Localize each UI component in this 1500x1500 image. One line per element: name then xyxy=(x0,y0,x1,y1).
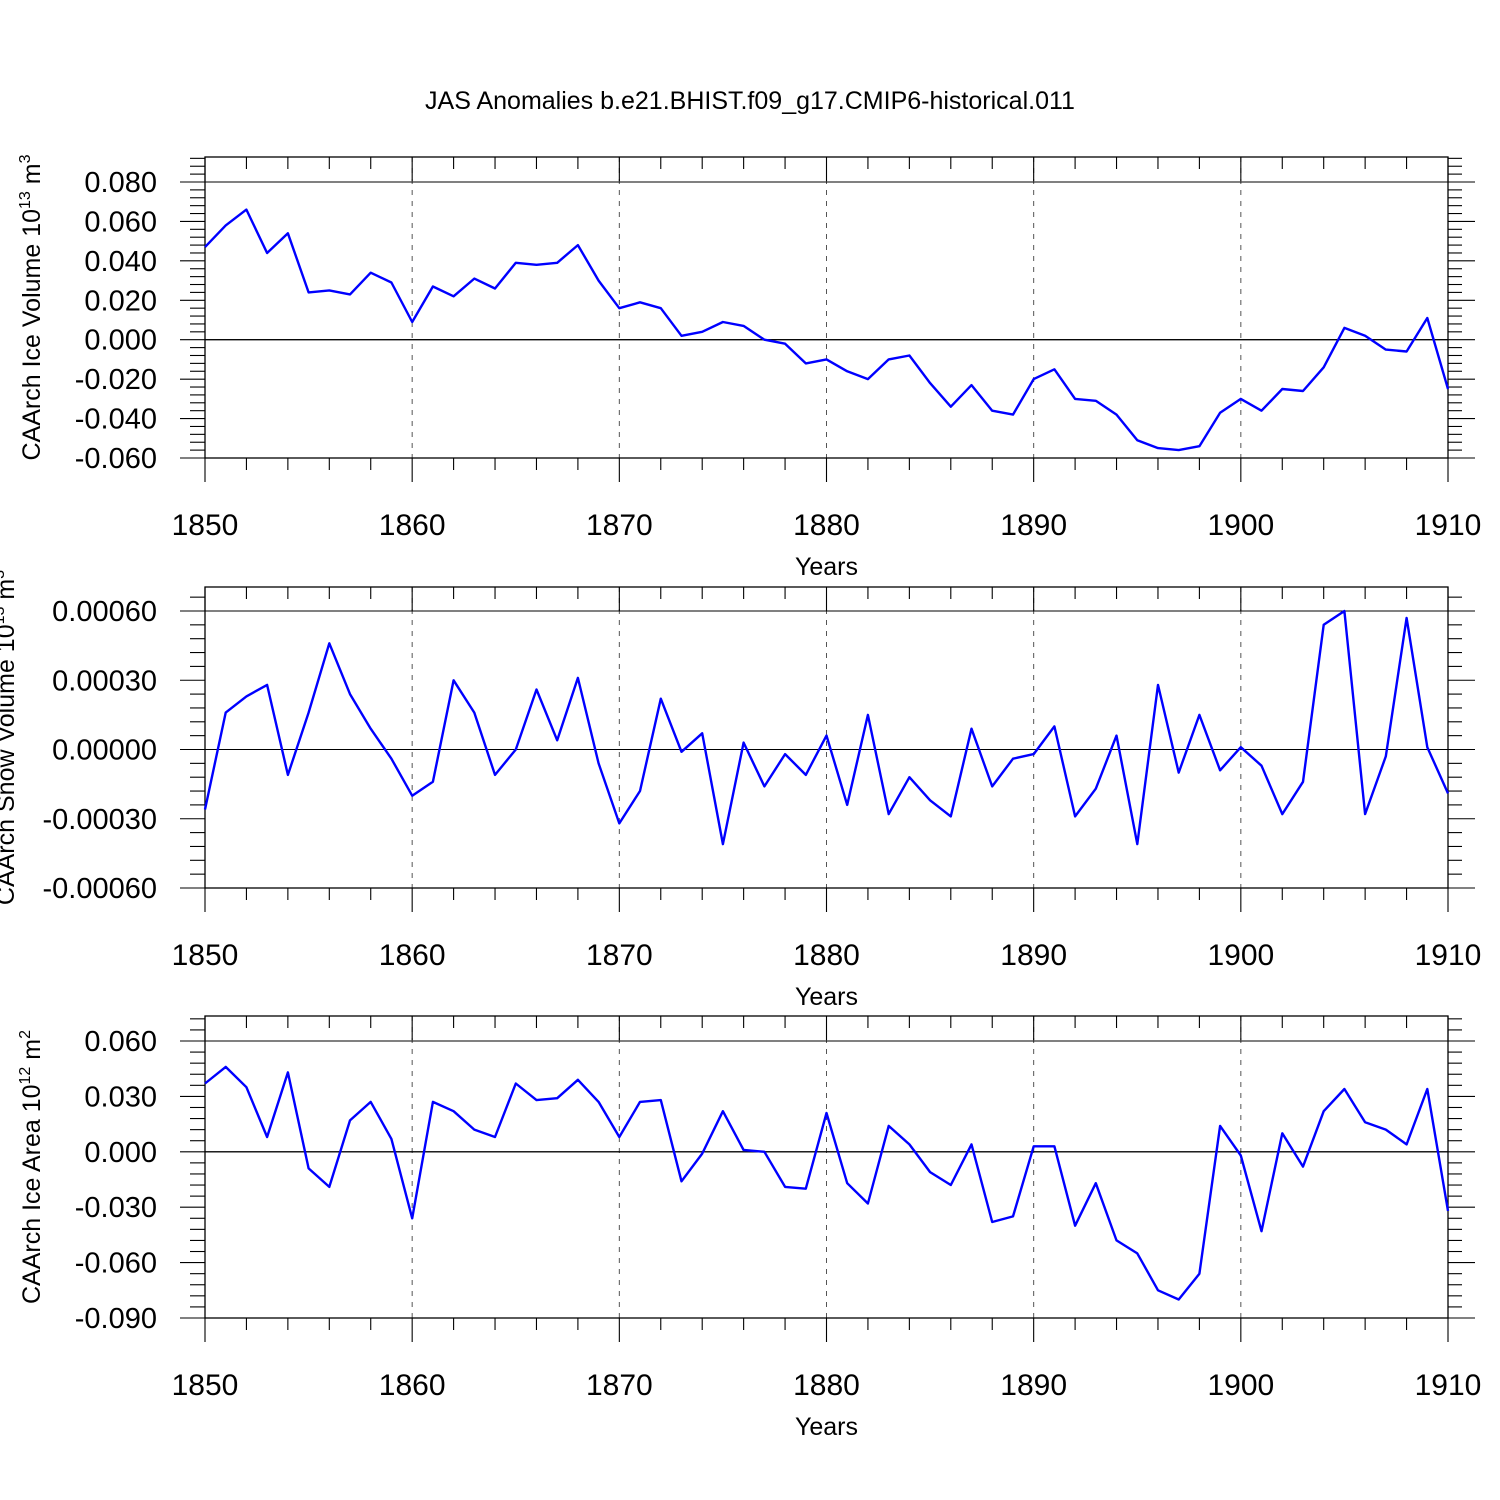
x-tick-label: 1850 xyxy=(172,509,239,542)
y-tick-label: 0.00030 xyxy=(52,665,157,697)
x-tick-label: 1890 xyxy=(1000,939,1067,972)
y-tick-label: 0.060 xyxy=(84,1026,157,1058)
y-tick-label: -0.060 xyxy=(75,1248,157,1280)
chart-title: JAS Anomalies b.e21.BHIST.f09_g17.CMIP6-… xyxy=(425,87,1075,115)
x-tick-label: 1880 xyxy=(793,509,860,542)
y-tick-label: 0.080 xyxy=(84,167,157,199)
x-tick-label: 1900 xyxy=(1207,939,1274,972)
x-tick-label: 1850 xyxy=(172,1369,239,1402)
x-tick-label: 1860 xyxy=(379,509,446,542)
x-tick-label: 1880 xyxy=(793,939,860,972)
y-tick-label: -0.040 xyxy=(75,404,157,436)
x-tick-label: 1880 xyxy=(793,1369,860,1402)
series-line xyxy=(203,609,1450,846)
x-tick-label: 1870 xyxy=(586,939,653,972)
y-axis-label: CAArch Ice Volume 1013 m3 xyxy=(17,154,46,460)
y-tick-label: -0.00030 xyxy=(43,804,158,836)
y-tick-label: 0.000 xyxy=(84,1137,157,1169)
x-tick-label: 1890 xyxy=(1000,1369,1067,1402)
y-tick-label: -0.00060 xyxy=(43,873,158,905)
series-line xyxy=(204,1065,1450,1301)
y-axis-label: CAArch Snow Volume 1013 m3 xyxy=(0,570,20,905)
y-tick-label: -0.030 xyxy=(75,1192,157,1224)
panels: 0.080 0.060 0.040 0.020 0.000 -0.020 -0.040 -0.… xyxy=(0,154,1481,1441)
x-tick-label: 1910 xyxy=(1415,939,1482,972)
y-axis-label: CAArch Ice Area 1012 m2 xyxy=(17,1030,46,1304)
x-tick-label: 1910 xyxy=(1415,1369,1482,1402)
y-tick-label: -0.090 xyxy=(75,1303,157,1335)
x-tick-label: 1850 xyxy=(172,939,239,972)
y-tick-label: -0.020 xyxy=(75,364,157,396)
x-tick-label: 1860 xyxy=(379,1369,446,1402)
x-tick-label: 1900 xyxy=(1207,1369,1274,1402)
panel-2: 0.00060 0.00030 0.00000 -0.00030 -0.00060 185… xyxy=(0,570,1481,1011)
y-tick-label: 0.020 xyxy=(84,285,157,317)
plot-frame xyxy=(204,586,1449,889)
x-tick-label: 1870 xyxy=(586,1369,653,1402)
y-tick-label: 0.060 xyxy=(84,206,157,238)
plot-frame xyxy=(204,156,1449,459)
x-tick-label: 1890 xyxy=(1000,509,1067,542)
x-tick-label: 1900 xyxy=(1207,509,1274,542)
x-tick-label: 1910 xyxy=(1415,509,1482,542)
y-tick-label: 0.00000 xyxy=(52,735,157,767)
x-axis-label: Years xyxy=(795,553,858,581)
panel-1: 0.080 0.060 0.040 0.020 0.000 -0.020 -0.040 -0.… xyxy=(17,154,1481,581)
x-axis-label: Years xyxy=(795,983,858,1011)
y-tick-label: 0.00060 xyxy=(52,596,157,628)
panel-3: 0.060 0.030 0.000 -0.030 -0.060 -0.090 1850 186… xyxy=(17,1015,1482,1441)
y-tick-label: 0.030 xyxy=(84,1081,157,1113)
y-tick-label: -0.060 xyxy=(75,443,157,475)
x-axis-label: Years xyxy=(795,1413,858,1441)
x-tick-label: 1870 xyxy=(586,509,653,542)
series-line xyxy=(204,208,1450,452)
y-tick-label: 0.000 xyxy=(84,325,157,357)
x-tick-label: 1860 xyxy=(379,939,446,972)
plot-frame xyxy=(204,1015,1449,1319)
y-tick-label: 0.040 xyxy=(84,246,157,278)
